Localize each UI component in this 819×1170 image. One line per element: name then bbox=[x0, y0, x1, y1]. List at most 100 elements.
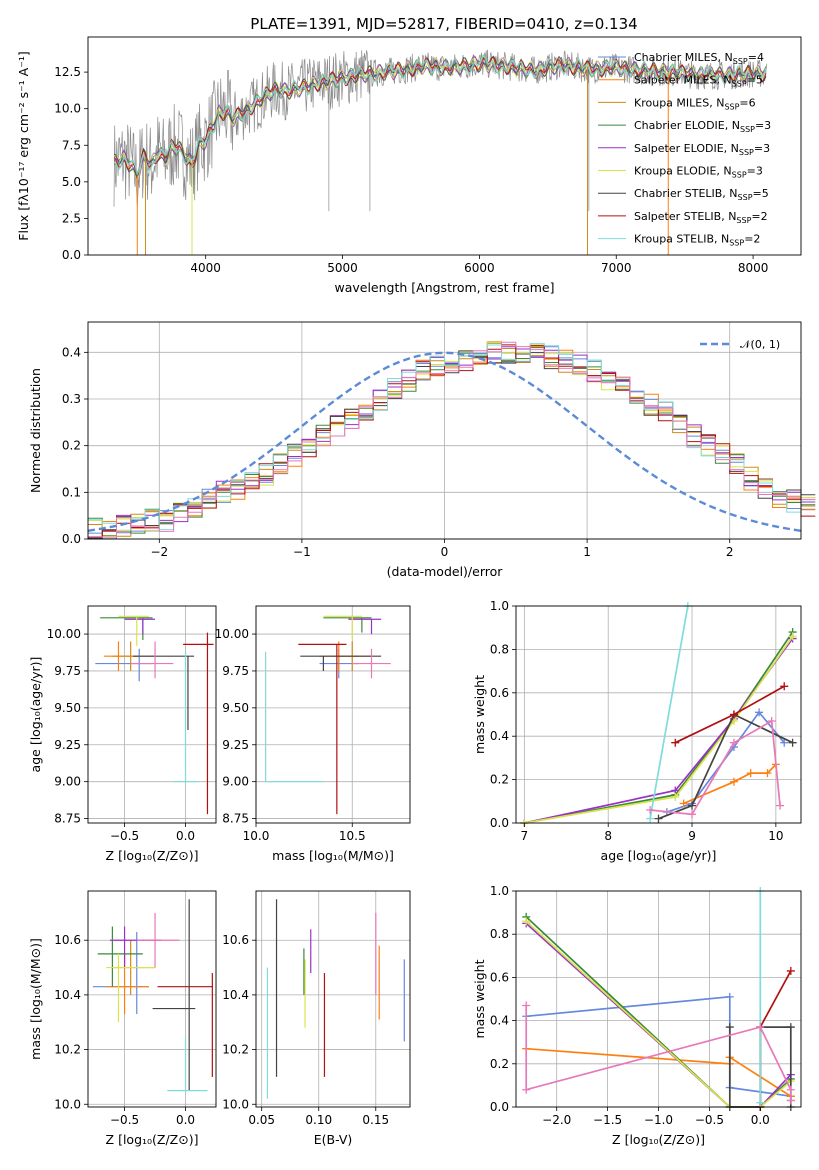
weight-line bbox=[683, 763, 777, 805]
axes-frame bbox=[515, 605, 802, 824]
panel-residuals: 𝒩(0, 1) −2 −1 0 1 2 0.0 0.1 0.2 0.3 0.4 (data-model… bbox=[28, 321, 816, 579]
weight-marker bbox=[688, 810, 697, 819]
y-tick-label: 0.4 bbox=[490, 1014, 509, 1028]
y-tick-label: 10.00 bbox=[215, 627, 249, 641]
legend-name: Salpeter STELIB, N bbox=[634, 210, 736, 223]
x-tick-label: 0.05 bbox=[248, 1113, 275, 1127]
histogram-step bbox=[88, 342, 816, 536]
x-tick-label: 0.0 bbox=[751, 1113, 770, 1127]
legend-suffix: =2 bbox=[751, 210, 767, 223]
weight-marker bbox=[776, 801, 785, 810]
x-tick-label: 8 bbox=[604, 829, 612, 843]
y-tick-label: 5.0 bbox=[62, 175, 81, 189]
y-tick-label: 8.75 bbox=[222, 812, 249, 826]
legend-suffix: =5 bbox=[753, 187, 769, 200]
y-tick-label: 10.6 bbox=[54, 933, 81, 947]
x-tick-label: −1 bbox=[293, 545, 311, 559]
y-tick-label: 0.0 bbox=[490, 1100, 509, 1114]
x-tick-label: 5000 bbox=[327, 261, 358, 275]
legend-label: Salpeter MILES, NSSP=5 bbox=[634, 74, 763, 89]
y-tick-label: 0.0 bbox=[62, 532, 81, 546]
weight-line bbox=[524, 635, 794, 824]
weight-marker bbox=[671, 738, 680, 747]
weight-line bbox=[650, 719, 781, 816]
y-tick-label: 0.0 bbox=[490, 816, 509, 830]
legend-subscript: SSP bbox=[736, 216, 751, 225]
x-tick-label: −1.0 bbox=[644, 1113, 673, 1127]
plot-area-mass-vs-Z bbox=[92, 899, 213, 1092]
y-tick-label: 0.3 bbox=[62, 392, 81, 406]
weight-marker bbox=[786, 1085, 795, 1094]
weight-marker bbox=[786, 966, 795, 975]
x-tick-label: −0.5 bbox=[695, 1113, 724, 1127]
histogram-step bbox=[88, 344, 816, 538]
spectrum-lines bbox=[113, 49, 768, 255]
x-tick-label: −2 bbox=[150, 545, 168, 559]
legend-suffix: =3 bbox=[747, 165, 763, 178]
histogram-step bbox=[88, 350, 816, 539]
model-spectrum bbox=[113, 55, 767, 180]
weight-marker bbox=[786, 1023, 795, 1032]
y-tick-label: 0.2 bbox=[490, 773, 509, 787]
y-tick-label: 0.2 bbox=[62, 439, 81, 453]
weight-marker bbox=[654, 814, 663, 823]
x-tick-label: 6000 bbox=[464, 261, 495, 275]
x-tick-label: 0.0 bbox=[176, 829, 195, 843]
weight-marker bbox=[788, 632, 797, 641]
weight-marker bbox=[688, 801, 697, 810]
x-tick-label: 10.5 bbox=[339, 829, 366, 843]
weight-marker bbox=[729, 738, 738, 747]
axes-frame bbox=[255, 890, 411, 1108]
y-tick-label: 9.75 bbox=[54, 664, 81, 678]
y-tick-label: 9.75 bbox=[222, 664, 249, 678]
y-tick-label: 10.0 bbox=[54, 1097, 81, 1111]
x-axis-label: (data-model)/error bbox=[387, 564, 504, 579]
y-tick-label: 10.4 bbox=[54, 988, 81, 1002]
y-tick-label: 1.0 bbox=[490, 599, 509, 613]
plot-area-age-vs-mass bbox=[265, 615, 391, 815]
weight-marker bbox=[671, 792, 680, 801]
legend-subscript: SSP bbox=[729, 239, 744, 248]
gaussian-curve bbox=[87, 351, 802, 532]
x-axis-label: age [log₁₀(age/yr)] bbox=[601, 848, 717, 863]
y-tick-label: 2.5 bbox=[62, 211, 81, 225]
legend-name: Chabrier MILES, N bbox=[634, 51, 733, 64]
legend-name: Salpeter MILES, N bbox=[634, 74, 732, 87]
x-axis-label: Z [log₁₀(Z/Z⊙)] bbox=[106, 1132, 199, 1147]
legend-label: Chabrier STELIB, NSSP=5 bbox=[634, 187, 769, 202]
legend-subscript: SSP bbox=[738, 193, 753, 202]
y-tick-label: 0.2 bbox=[490, 1057, 509, 1071]
x-tick-label: 2 bbox=[726, 545, 734, 559]
x-axis-label: mass [log₁₀(M/M⊙)] bbox=[272, 848, 394, 863]
legend-name: Kroupa MILES, N bbox=[634, 96, 724, 109]
weight-marker bbox=[646, 805, 655, 814]
histogram-step bbox=[88, 341, 816, 539]
y-tick-label: 10.6 bbox=[222, 933, 249, 947]
axes-frame bbox=[87, 605, 217, 824]
panel-mass-weight-vs-age: 7 8 9 10 0.0 0.2 0.4 0.6 0.8 1.0 age [log₁₀(age/yr… bbox=[472, 599, 802, 863]
y-axis-label: Normed distribution bbox=[28, 368, 43, 493]
weight-marker bbox=[780, 738, 789, 747]
y-axis-label: age [log₁₀(age/yr)] bbox=[28, 657, 43, 773]
y-tick-label: 0.6 bbox=[490, 970, 509, 984]
x-tick-label: −0.5 bbox=[110, 829, 139, 843]
legend-name: Chabrier ELODIE, N bbox=[634, 119, 740, 132]
legend-label: Salpeter STELIB, NSSP=2 bbox=[634, 210, 768, 225]
weight-marker bbox=[788, 738, 797, 747]
x-tick-label: 4000 bbox=[190, 261, 221, 275]
weight-marker bbox=[756, 1098, 765, 1107]
x-tick-label: −2.0 bbox=[542, 1113, 571, 1127]
x-tick-label: 10.0 bbox=[243, 829, 270, 843]
weight-marker bbox=[646, 814, 655, 823]
weight-marker bbox=[725, 1023, 734, 1032]
x-tick-label: 8000 bbox=[738, 261, 769, 275]
legend-subscript: SSP bbox=[732, 80, 747, 89]
x-axis-label: Z [log₁₀(Z/Z⊙)] bbox=[106, 848, 199, 863]
legend-label: Kroupa ELODIE, NSSP=3 bbox=[634, 165, 763, 180]
y-axis-label: Flux [fλ10⁻¹⁷ erg cm⁻² s⁻¹ A⁻¹] bbox=[16, 51, 31, 240]
axes-frame bbox=[87, 890, 217, 1108]
y-tick-label: 9.25 bbox=[54, 738, 81, 752]
x-tick-label: −1.5 bbox=[593, 1113, 622, 1127]
